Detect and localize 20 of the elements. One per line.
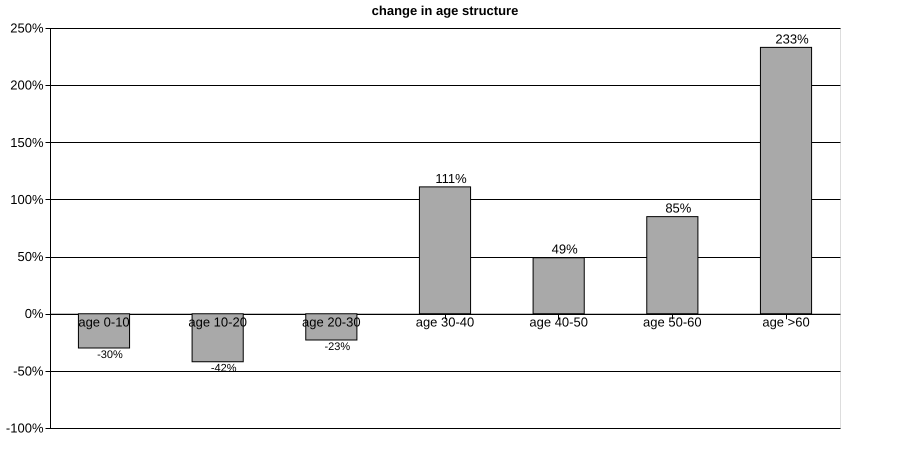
data-label: 49%: [552, 242, 578, 257]
data-label: -30%: [97, 349, 124, 361]
data-label: 233%: [775, 31, 810, 46]
x-tick-label: age 40-50: [529, 314, 588, 330]
y-tick-label: -100%: [6, 420, 44, 436]
y-tick-label: -50%: [13, 363, 44, 378]
x-tick-label: age 50-60: [643, 314, 702, 330]
y-tick-label: 100%: [10, 192, 44, 207]
y-tick-label: 0%: [24, 306, 44, 322]
x-tick-label: age >60: [762, 314, 810, 330]
y-tick-label: 50%: [17, 249, 44, 264]
x-tick-label: age 0-10: [78, 314, 130, 330]
data-label: 85%: [665, 200, 692, 216]
chart-title: change in age structure: [372, 3, 518, 18]
y-tick-label: 250%: [10, 20, 44, 36]
data-label: 111%: [435, 170, 468, 186]
x-tick-label: age 30-40: [416, 314, 474, 330]
y-tick-label: 150%: [10, 134, 44, 150]
y-tick-label: 200%: [10, 78, 44, 93]
data-label: -23%: [324, 341, 350, 353]
